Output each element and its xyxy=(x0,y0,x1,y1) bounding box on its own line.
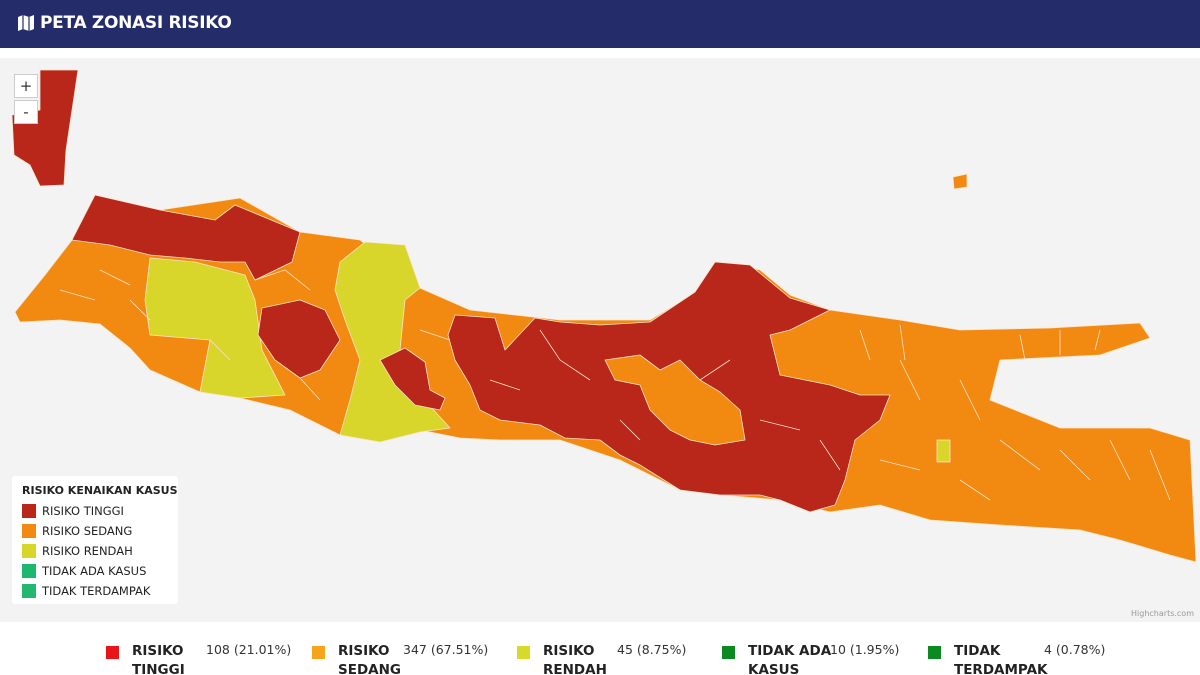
zoom-in-button[interactable]: + xyxy=(14,74,38,98)
region xyxy=(379,347,446,411)
region xyxy=(71,194,301,281)
stats-row: RISIKO TINGGI 108 (21.01%) RISIKO SEDANG 3… xyxy=(0,630,1200,675)
region xyxy=(952,173,968,190)
header-title: PETA ZONASI RISIKO xyxy=(40,13,232,33)
legend-label: RISIKO TINGGI xyxy=(42,504,124,518)
stat-value: 10 (1.95%) xyxy=(830,642,900,657)
map-icon xyxy=(18,15,34,31)
region xyxy=(334,241,451,443)
stat-value: 4 (0.78%) xyxy=(1044,642,1106,657)
map: + - RISIKO KENAIKAN KASUS RISIKO TINGGI … xyxy=(0,58,1200,622)
legend-label: RISIKO SEDANG xyxy=(42,524,133,538)
legend-item[interactable]: TIDAK TERDAMPAK xyxy=(22,584,150,598)
legend-label: RISIKO RENDAH xyxy=(42,544,133,558)
zoom-out-button[interactable]: - xyxy=(14,100,38,124)
header: PETA ZONASI RISIKO xyxy=(0,0,1200,48)
legend-item[interactable]: RISIKO RENDAH xyxy=(22,544,133,558)
legend-label: TIDAK TERDAMPAK xyxy=(42,584,151,598)
legend-item[interactable]: TIDAK ADA KASUS xyxy=(22,564,146,578)
stat-value: 347 (67.51%) xyxy=(403,642,489,657)
stat-value: 108 (21.01%) xyxy=(206,642,292,657)
stat-label: RISIKO RENDAH xyxy=(543,643,607,675)
stat-label: RISIKO SEDANG xyxy=(338,643,401,675)
map-credit: Highcharts.com xyxy=(1131,609,1194,618)
region xyxy=(604,354,746,446)
legend-item[interactable]: RISIKO SEDANG xyxy=(22,524,132,538)
stat-label: TIDAK TERDAMPAK xyxy=(954,643,1048,675)
stat-label: RISIKO TINGGI xyxy=(132,643,185,675)
legend: RISIKO KENAIKAN KASUS RISIKO TINGGI RISI… xyxy=(12,476,178,604)
legend-item[interactable]: RISIKO TINGGI xyxy=(22,504,124,518)
region xyxy=(936,439,951,463)
region xyxy=(257,299,341,379)
legend-title: RISIKO KENAIKAN KASUS xyxy=(22,484,178,497)
map-shapes xyxy=(11,69,1197,563)
region xyxy=(144,257,286,399)
stat-value: 45 (8.75%) xyxy=(617,642,687,657)
stat-label: TIDAK ADA KASUS xyxy=(748,643,832,675)
legend-label: TIDAK ADA KASUS xyxy=(42,564,147,578)
